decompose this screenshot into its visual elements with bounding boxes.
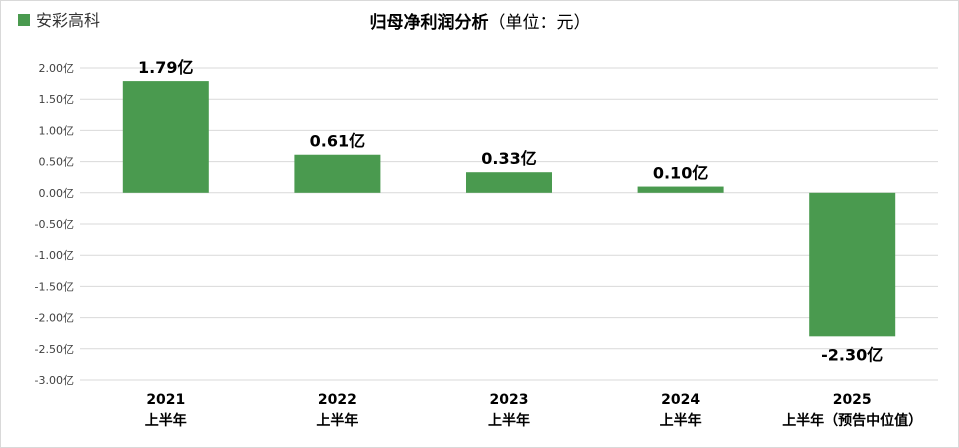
data-label-2025: -2.30亿 bbox=[821, 345, 883, 364]
y-tick-label: 2.00亿 bbox=[39, 62, 75, 75]
x-category-year: 2025 bbox=[833, 392, 872, 408]
y-tick-label: -2.50亿 bbox=[35, 343, 74, 356]
legend: 安彩高科 bbox=[18, 11, 100, 30]
y-tick-label: -2.00亿 bbox=[35, 312, 74, 325]
x-category-period: 上半年 bbox=[488, 412, 530, 429]
bar-2021 bbox=[122, 81, 209, 193]
legend-swatch bbox=[18, 14, 30, 26]
data-labels: 1.79亿 0.61亿 0.33亿 0.10亿 -2.30亿 bbox=[138, 58, 883, 364]
chart-title: 归母净利润分析（单位：元） bbox=[370, 12, 591, 33]
x-axis-categories: 2021 上半年 2022 上半年 2023 上半年 2024 上半年 2025 上半年（预告中位… bbox=[145, 392, 922, 429]
bars bbox=[122, 81, 896, 337]
x-category-period: 上半年 bbox=[145, 412, 187, 429]
bar-2023 bbox=[466, 172, 552, 193]
chart-title-main: 归母净利润分析 bbox=[370, 12, 489, 33]
x-category-period: 上半年 bbox=[660, 412, 702, 429]
x-category-year: 2022 bbox=[318, 392, 357, 408]
y-tick-label: 1.00亿 bbox=[39, 124, 75, 137]
data-label-2021: 1.79亿 bbox=[138, 58, 193, 77]
bar-2025 bbox=[809, 192, 896, 337]
x-category-year: 2024 bbox=[661, 392, 700, 408]
bar-2022 bbox=[294, 154, 381, 193]
x-category-year: 2021 bbox=[146, 392, 185, 408]
y-tick-label: 0.00亿 bbox=[39, 187, 75, 200]
legend-label-series: 安彩高科 bbox=[36, 11, 100, 30]
y-tick-label: -1.50亿 bbox=[35, 280, 74, 293]
data-label-2022: 0.61亿 bbox=[310, 132, 365, 151]
data-label-2023: 0.33亿 bbox=[481, 149, 536, 168]
bar-2024 bbox=[637, 186, 724, 193]
y-tick-label: -3.00亿 bbox=[35, 374, 74, 387]
chart-title-unit: （单位：元） bbox=[489, 13, 591, 33]
x-category-period: 上半年（预告中位值） bbox=[782, 412, 922, 429]
x-category-year: 2023 bbox=[490, 392, 529, 408]
y-tick-label: -1.00亿 bbox=[35, 249, 74, 262]
x-category-period: 上半年 bbox=[316, 412, 358, 429]
y-axis-ticks: 2.00亿 1.50亿 1.00亿 0.50亿 0.00亿 -0.50亿 -1.00亿 -1.… bbox=[35, 62, 74, 387]
data-label-2024: 0.10亿 bbox=[653, 164, 708, 183]
y-tick-label: 0.50亿 bbox=[39, 156, 75, 169]
y-tick-label: -0.50亿 bbox=[35, 218, 74, 231]
gridlines bbox=[80, 67, 938, 381]
y-tick-label: 1.50亿 bbox=[39, 93, 75, 106]
